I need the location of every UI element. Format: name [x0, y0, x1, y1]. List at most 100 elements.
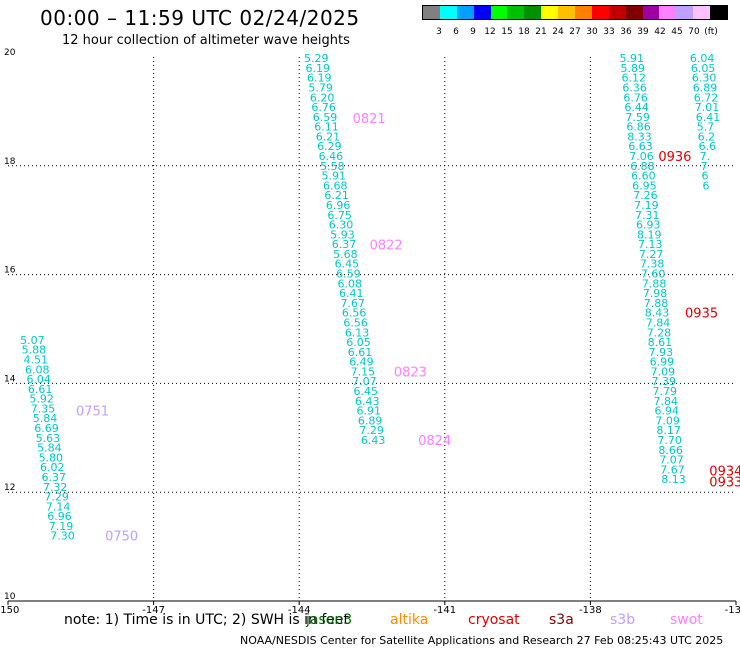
swh-value: 6.76	[623, 91, 648, 104]
swh-value: 5.68	[333, 248, 358, 261]
swh-value: 5.84	[37, 442, 62, 455]
swh-value: 6.94	[654, 405, 679, 418]
swh-value: 6.95	[632, 179, 657, 192]
colorbar: 3 6 9 12 15 18 21 24 27 30 33 36 39 42 45 70 (ft)	[422, 5, 728, 40]
swh-value: 6.41	[339, 287, 364, 300]
swh-value: 7.67	[340, 297, 365, 310]
colorbar-label: 6	[453, 27, 459, 37]
swh-value: 5.93	[330, 228, 355, 241]
swh-value: 5.58	[320, 160, 345, 173]
swh-value: 6.20	[310, 91, 335, 104]
swh-value: 5.63	[36, 432, 61, 445]
legend-jason3: jason3	[306, 612, 353, 628]
colorbar-swatch	[693, 6, 711, 19]
swh-value: 6.12	[621, 72, 646, 85]
swh-value: 5.84	[33, 412, 58, 425]
swh-value: 7.26	[633, 189, 658, 202]
swh-value: 7.06	[629, 150, 654, 163]
swh-value: 7.59	[625, 111, 650, 124]
x-tick-label: -147	[142, 605, 165, 616]
x-tick-label: -150	[0, 605, 19, 616]
colorbar-label: 39	[637, 27, 649, 37]
swh-value: 6.60	[631, 170, 656, 183]
x-tick-label: -144	[288, 605, 311, 616]
swh-value: 6	[703, 179, 710, 192]
colorbar-swatch	[473, 6, 491, 19]
axis-ticks: -150 -147 -144 -141 -138 -135 20 18 16 14 12 10	[0, 48, 740, 616]
colorbar-label: 9	[470, 27, 476, 37]
colorbar-swatch	[456, 6, 474, 19]
swh-value: 5.7	[697, 121, 715, 134]
swh-value: 8.61	[648, 336, 673, 349]
swh-value: 6.19	[307, 72, 332, 85]
swh-value: 7.07	[352, 375, 377, 388]
colorbar-swatch	[659, 6, 677, 19]
colorbar-swatch	[507, 6, 525, 19]
swh-value: 6.43	[361, 434, 386, 447]
swh-value: 5.88	[22, 344, 47, 357]
colorbar-label: 21	[535, 27, 547, 37]
swh-value: 7.07	[659, 454, 684, 467]
legend-swot: swot	[670, 612, 703, 628]
y-tick-label: 10	[4, 592, 16, 602]
swh-value: 6.19	[306, 62, 331, 75]
y-tick-label: 18	[4, 157, 16, 167]
x-tick-label: -141	[433, 605, 456, 616]
colorbar-label: 3	[436, 27, 442, 37]
swh-values: 5.075.884.516.086.046.615.927.355.846.69…	[20, 52, 720, 543]
colorbar-swatch	[490, 6, 508, 19]
note-text: note: 1) Time is in UTC; 2) SWH is in fe…	[64, 612, 350, 628]
pass-time-label: 0935	[685, 307, 718, 322]
swh-value: 7.09	[655, 414, 680, 427]
colorbar-label: 33	[603, 27, 615, 37]
swh-value: 5.80	[39, 451, 64, 464]
swh-value: 7.29	[359, 424, 384, 437]
swh-value: 5.91	[620, 52, 645, 65]
legend-altika: altika	[390, 612, 429, 628]
swh-value: 4.51	[24, 353, 49, 366]
colorbar-label: 42	[654, 27, 666, 37]
swh-value: 6	[702, 170, 709, 183]
swh-value: 7.29	[44, 491, 69, 504]
swh-value: 7.88	[642, 277, 667, 290]
swh-value: 8.17	[656, 424, 681, 437]
swh-value: 6.59	[336, 268, 361, 281]
chart-subtitle: 12 hour collection of altimeter wave hei…	[62, 33, 350, 48]
colorbar-swatch	[591, 6, 609, 19]
swh-value: 6.63	[628, 140, 653, 153]
swh-value: 6.05	[346, 336, 371, 349]
swh-value: 6.68	[323, 179, 348, 192]
swh-value: 6.45	[335, 258, 360, 271]
swh-value: 6.04	[690, 52, 715, 65]
swh-value: 6.02	[40, 461, 64, 474]
swh-value: 6.76	[311, 101, 336, 114]
y-tick-label: 20	[4, 48, 16, 58]
swh-value: 6.2	[698, 130, 716, 143]
swh-value: 6.44	[624, 101, 649, 114]
colorbar-label: 36	[620, 27, 632, 37]
swh-value: 7	[701, 160, 708, 173]
swh-value: 7.09	[651, 365, 676, 378]
swh-value: 7.15	[351, 365, 376, 378]
colorbar-swatches	[422, 5, 728, 20]
swh-value: 7.67	[660, 463, 685, 476]
colorbar-swatch	[575, 6, 592, 19]
colorbar-label: 70	[688, 27, 700, 37]
swh-value: 6.61	[28, 383, 53, 396]
swh-value: 6.11	[314, 121, 339, 134]
colorbar-swatch	[710, 6, 728, 19]
colorbar-swatch	[524, 6, 542, 19]
swh-value: 6.05	[691, 62, 716, 75]
swh-value: 6.43	[355, 395, 380, 408]
colorbar-label: 27	[569, 27, 581, 37]
pass-time-label: 0936	[658, 150, 691, 165]
swh-value: 6.61	[348, 346, 373, 359]
colorbar-label: 18	[518, 27, 530, 37]
colorbar-swatch	[423, 6, 440, 19]
swh-value: 7.31	[635, 209, 660, 222]
colorbar-swatch	[625, 6, 643, 19]
legend-s3b: s3b	[610, 612, 636, 628]
colorbar-swatch	[541, 6, 559, 19]
